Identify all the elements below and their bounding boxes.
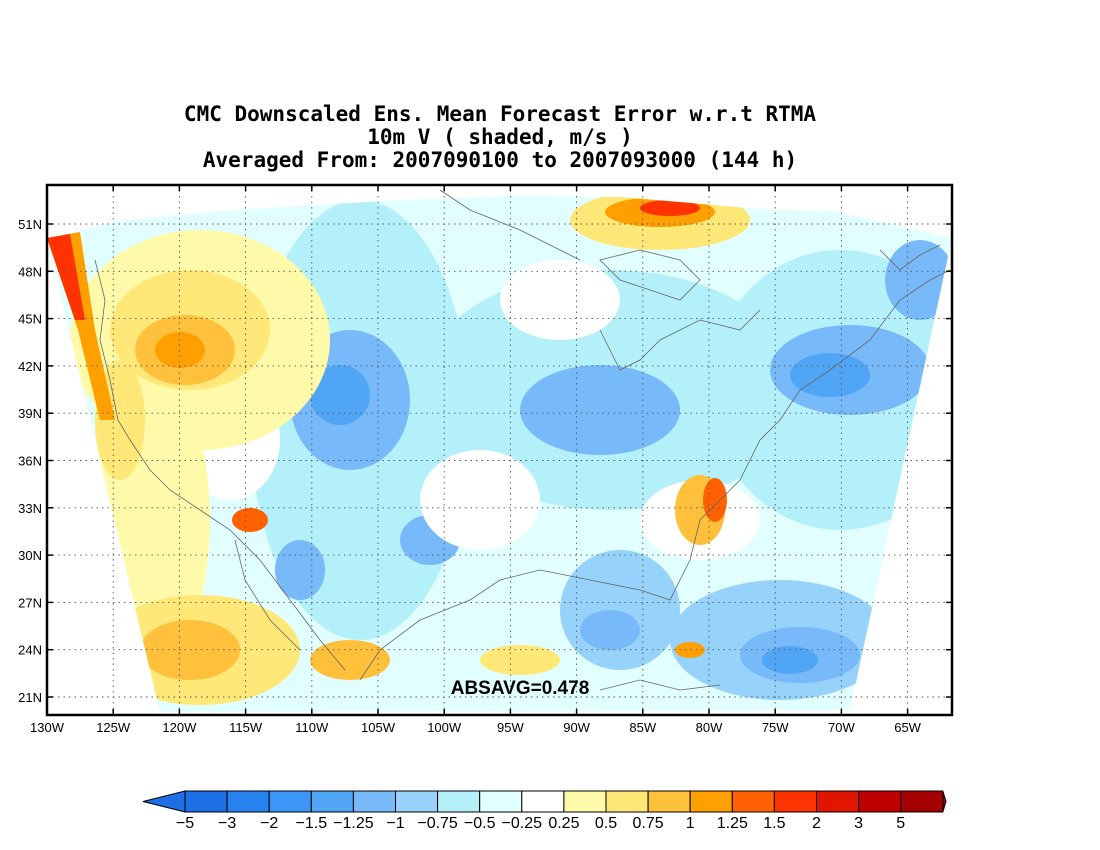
absavg-annotation: ABSAVG=0.478: [451, 678, 590, 699]
lon-label: 95W: [497, 720, 524, 735]
colorbar-swatch: [647, 790, 691, 813]
colorbar-swatch: [816, 790, 860, 813]
colorbar-label: −1: [386, 815, 404, 832]
colorbar-low-arrow: [142, 790, 186, 813]
colorbar-swatch: [773, 790, 818, 813]
lat-label: 39N: [18, 406, 42, 421]
lon-label: 120W: [162, 720, 197, 735]
colorbar-swatch: [605, 790, 649, 813]
lon-label: 105W: [361, 720, 396, 735]
lon-label: 100W: [427, 720, 462, 735]
colorbar-label: 0.75: [633, 815, 664, 832]
lon-label: 80W: [696, 720, 723, 735]
lon-label: 90W: [563, 720, 590, 735]
colorbar-label: −1.5: [296, 815, 328, 832]
colorbar-swatch: [268, 790, 312, 813]
map-frame: [45, 183, 954, 717]
colorbar-label: 0.25: [548, 815, 579, 832]
longitude-labels: 130W 125W 120W 115W 110W 105W 100W 95W 90W 85W 80W…: [30, 720, 922, 735]
colorbar-swatch: [563, 790, 607, 813]
latitude-labels: 51N 48N 45N 42N 39N 36N 33N 30N 27N 24N 21N: [18, 217, 42, 705]
colorbar-label: −0.5: [464, 815, 496, 832]
colorbar-swatch: [352, 790, 396, 813]
colorbar-label: 1: [686, 815, 695, 832]
colorbar-label: 3: [854, 815, 863, 832]
colorbar-label: −5: [176, 815, 194, 832]
shaded-field: [47, 196, 952, 712]
lat-label: 51N: [18, 217, 42, 232]
colorbar-swatch: [226, 790, 270, 813]
colorbar-label: 5: [896, 815, 905, 832]
colorbar-swatch: [184, 790, 228, 813]
title-line-3: Averaged From: 2007090100 to 2007093000 …: [202, 148, 798, 172]
lon-label: 65W: [894, 720, 921, 735]
lon-label: 110W: [295, 720, 329, 735]
lon-label: 125W: [96, 720, 131, 735]
colorbar-swatch: [731, 790, 775, 813]
colorbar: −5 −3 −2 −1.5 −1.25 −1 −0.75 −0.5 −0.25 0.25 0.5 0.…: [142, 790, 947, 832]
lat-label: 33N: [18, 501, 42, 516]
colorbar-label: −0.75: [417, 815, 458, 832]
colorbar-label: −3: [218, 815, 236, 832]
colorbar-swatch: [437, 790, 481, 813]
colorbar-swatch: [521, 790, 565, 813]
colorbar-swatch: [395, 790, 439, 813]
lat-label: 36N: [18, 454, 42, 469]
colorbar-label: 0.5: [595, 815, 617, 832]
colorbar-label: 1.5: [763, 815, 785, 832]
colorbar-swatch: [689, 790, 733, 813]
title-line-1: CMC Downscaled Ens. Mean Forecast Error …: [183, 102, 817, 126]
colorbar-label: −0.25: [502, 815, 543, 832]
lon-label: 85W: [629, 720, 656, 735]
lat-label: 42N: [18, 359, 42, 374]
colorbar-swatch: [858, 790, 902, 813]
lat-label: 21N: [18, 690, 42, 705]
colorbar-label: −2: [260, 815, 278, 832]
colorbar-label: 2: [812, 815, 821, 832]
colorbar-swatch: [900, 790, 944, 813]
coastlines: [94, 189, 951, 691]
lat-label: 27N: [18, 595, 42, 610]
lat-label: 48N: [18, 264, 42, 279]
lon-label: 75W: [762, 720, 789, 735]
lat-label: 30N: [18, 548, 42, 563]
title-line-2: 10m V ( shaded, m/s ): [367, 125, 633, 149]
lon-label: 70W: [828, 720, 855, 735]
colorbar-label: 1.25: [717, 815, 748, 832]
colorbar-swatch: [479, 790, 523, 813]
lon-label: 115W: [229, 720, 263, 735]
lat-label: 24N: [18, 643, 42, 658]
lat-label: 45N: [18, 312, 42, 327]
colorbar-swatch: [310, 790, 354, 813]
lon-label: 130W: [30, 720, 65, 735]
colorbar-label: −1.25: [333, 815, 374, 832]
